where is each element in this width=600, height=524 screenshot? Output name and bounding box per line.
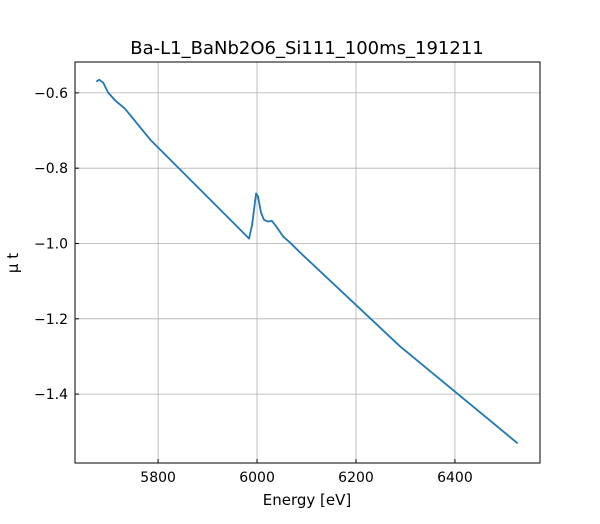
series-line <box>95 78 519 445</box>
y-tick-label: −1.0 <box>34 236 68 252</box>
y-tick-label: −1.2 <box>34 312 68 328</box>
y-tick-label: −0.6 <box>34 86 68 102</box>
grid <box>75 62 540 463</box>
ticks: 5800 6000 6200 6400 −0.6 −0.8 −1.0 −1.2 −1.4 <box>34 86 473 486</box>
x-axis-label: Energy [eV] <box>263 491 351 509</box>
x-tick-label: 6400 <box>437 470 473 486</box>
chart-title: Ba-L1_BaNb2O6_Si111_100ms_191211 <box>130 38 483 59</box>
x-tick-label: 5800 <box>140 470 176 486</box>
axes-frame <box>74 61 541 464</box>
x-tick-label: 6000 <box>239 470 275 486</box>
y-tick-label: −1.4 <box>34 387 68 403</box>
y-axis-label: μ t <box>4 253 22 273</box>
y-tick-label: −0.8 <box>34 161 68 177</box>
x-tick-label: 6200 <box>338 470 374 486</box>
